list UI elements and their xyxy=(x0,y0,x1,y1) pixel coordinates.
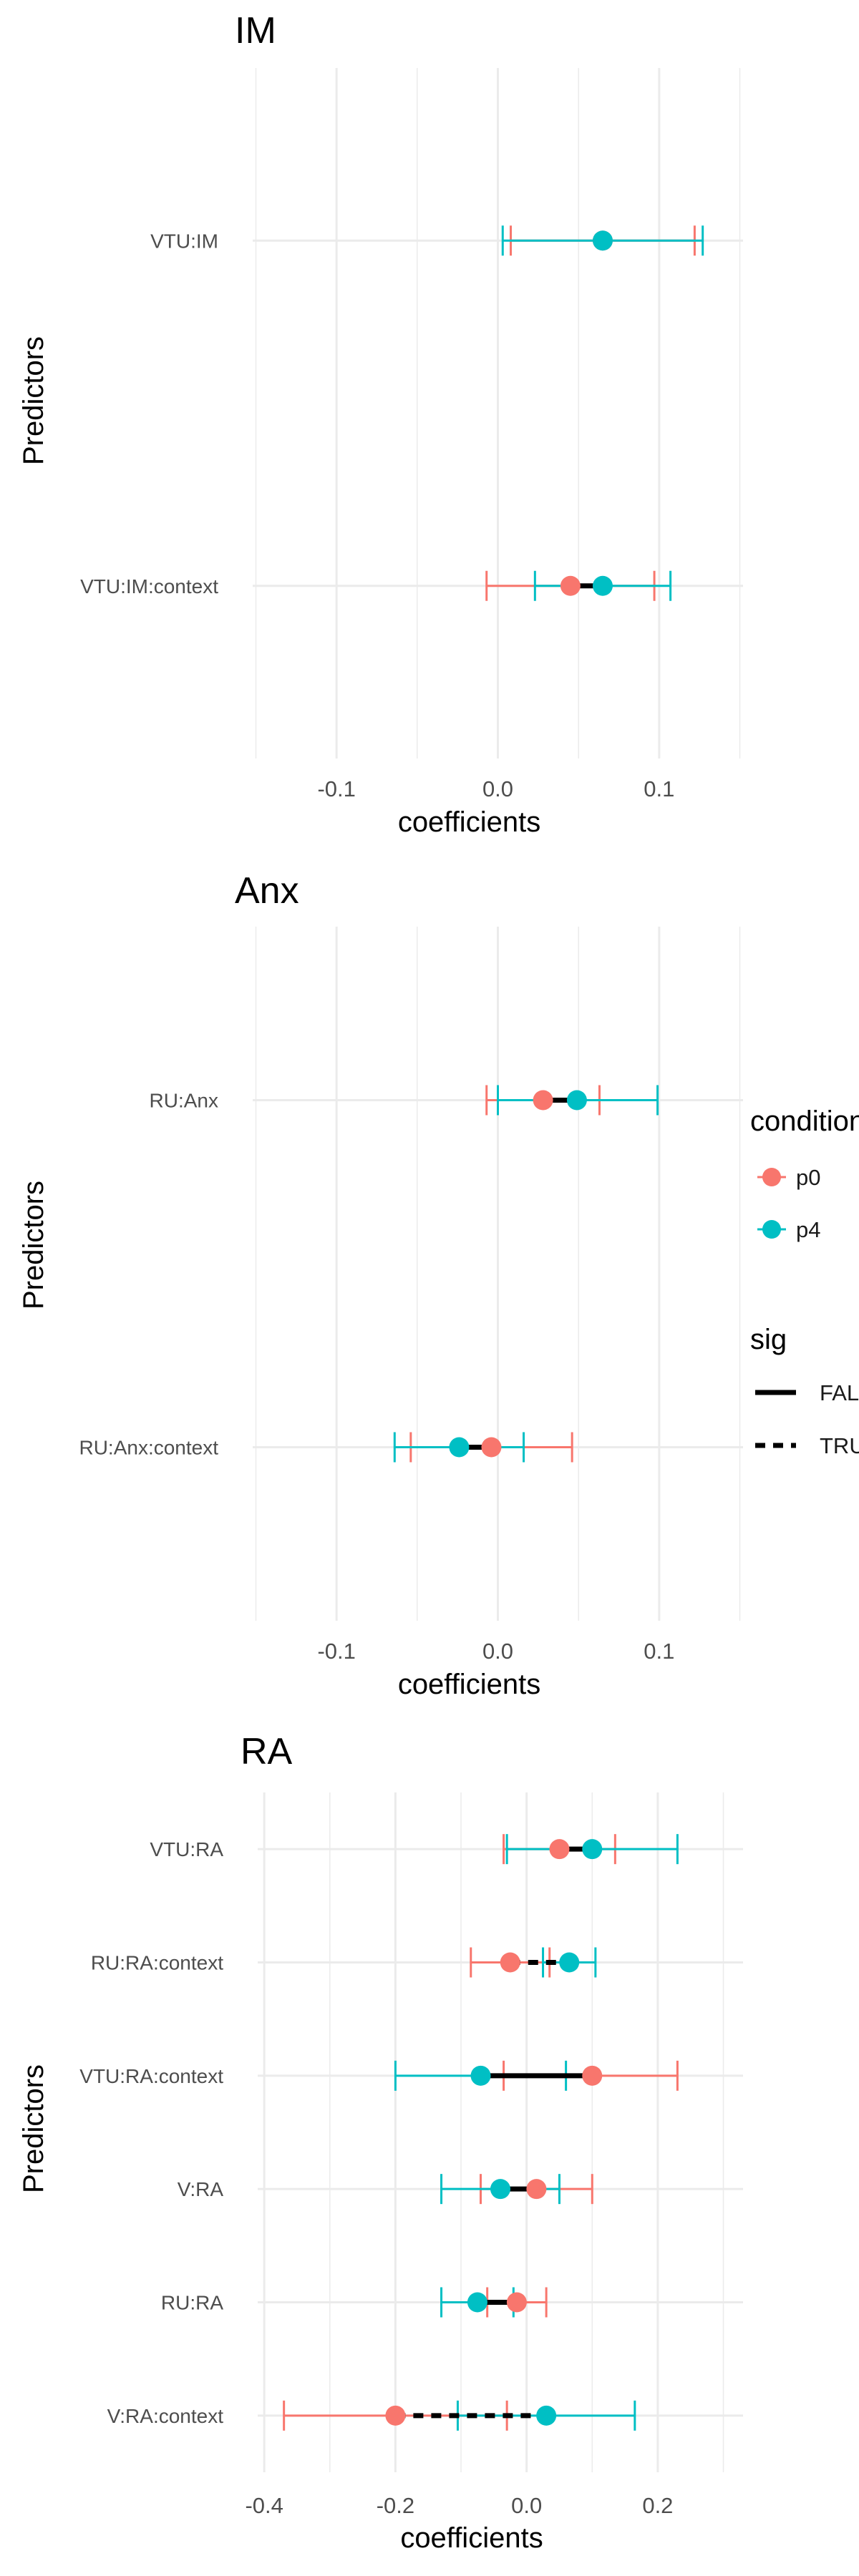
y-tick-label: V:RA:context xyxy=(107,2405,224,2427)
legend-sig-false: FALSE xyxy=(755,1380,859,1405)
legend: condition p0 p4 sig FALSE TRUE xyxy=(750,1106,859,1458)
panel-title: IM xyxy=(235,10,276,52)
point-p4 xyxy=(536,2405,557,2426)
point-p4 xyxy=(559,1952,580,1973)
x-tick-label: -0.1 xyxy=(317,1639,355,1664)
point-p0 xyxy=(526,2179,547,2200)
y-tick-label: VTU:RA xyxy=(150,1838,223,1860)
chart-panels: IM -0.1 0.0 0.1 VTU:IM VTU:IM:context coeffici… xyxy=(18,10,743,2554)
point-p4 xyxy=(592,575,613,596)
point-p4 xyxy=(490,2179,510,2200)
point-p0 xyxy=(481,1437,502,1458)
x-tick-label: 0.0 xyxy=(482,1639,513,1664)
panel-im: IM -0.1 0.0 0.1 VTU:IM VTU:IM:context coeffici… xyxy=(18,10,743,838)
point-p4 xyxy=(592,230,613,251)
panel-ra: RA -0.4 -0.2 0.0 0.2 VTU:RA RU:RA:context VTU:R… xyxy=(18,1731,743,2554)
x-axis-label: coefficients xyxy=(398,1669,540,1700)
point-p0 xyxy=(582,2065,603,2086)
point-p0 xyxy=(533,1090,553,1111)
y-tick-label: V:RA xyxy=(178,2178,224,2200)
point-p0 xyxy=(549,1839,570,1860)
x-tick-label: -0.1 xyxy=(317,776,355,801)
y-axis-label: Predictors xyxy=(18,2064,49,2193)
point-p4 xyxy=(449,1437,470,1458)
legend-p0-dot xyxy=(762,1168,781,1186)
x-tick-label: 0.2 xyxy=(642,2493,673,2518)
legend-p4-label: p4 xyxy=(796,1217,820,1242)
point-p0 xyxy=(385,2405,406,2426)
x-axis-label: coefficients xyxy=(398,806,540,838)
legend-condition-p4: p4 xyxy=(757,1217,820,1242)
y-tick-label: VTU:RA:context xyxy=(79,2065,223,2087)
legend-sig-true-label: TRUE xyxy=(820,1433,859,1458)
legend-p0-label: p0 xyxy=(796,1165,820,1190)
x-tick-label: 0.1 xyxy=(644,1639,674,1664)
y-axis-label: Predictors xyxy=(18,336,49,465)
x-axis-label: coefficients xyxy=(400,2522,543,2554)
point-p0 xyxy=(500,1952,520,1973)
y-tick-label: RU:RA xyxy=(161,2292,223,2314)
legend-sig-false-label: FALSE xyxy=(820,1380,859,1405)
y-tick-label: VTU:IM xyxy=(150,230,218,252)
panel-anx: Anx -0.1 0.0 0.1 RU:Anx RU:Anx:context coeffic… xyxy=(18,870,743,1700)
y-axis-label: Predictors xyxy=(18,1181,49,1309)
x-tick-label: 0.0 xyxy=(511,2493,542,2518)
point-p0 xyxy=(560,575,581,596)
legend-sig-title: sig xyxy=(750,1324,787,1355)
legend-p4-dot xyxy=(762,1220,781,1239)
y-tick-label: RU:Anx xyxy=(150,1090,218,1112)
y-tick-label: RU:RA:context xyxy=(91,1952,223,1974)
y-tick-label: RU:Anx:context xyxy=(79,1437,218,1459)
x-tick-label: -0.2 xyxy=(377,2493,414,2518)
x-tick-label: 0.1 xyxy=(644,776,674,801)
point-p4 xyxy=(582,1839,603,1860)
legend-sig-true: TRUE xyxy=(755,1433,859,1458)
legend-condition-title: condition xyxy=(750,1106,859,1137)
legend-condition-p0: p0 xyxy=(757,1165,820,1190)
point-p4 xyxy=(467,2292,487,2313)
point-p4 xyxy=(470,2065,491,2086)
panel-title: RA xyxy=(241,1731,293,1772)
panel-title: Anx xyxy=(235,870,299,912)
x-tick-label: 0.0 xyxy=(482,776,513,801)
point-p0 xyxy=(506,2292,527,2313)
point-p4 xyxy=(566,1090,587,1111)
x-tick-label: -0.4 xyxy=(245,2493,283,2518)
y-tick-label: VTU:IM:context xyxy=(80,575,218,597)
